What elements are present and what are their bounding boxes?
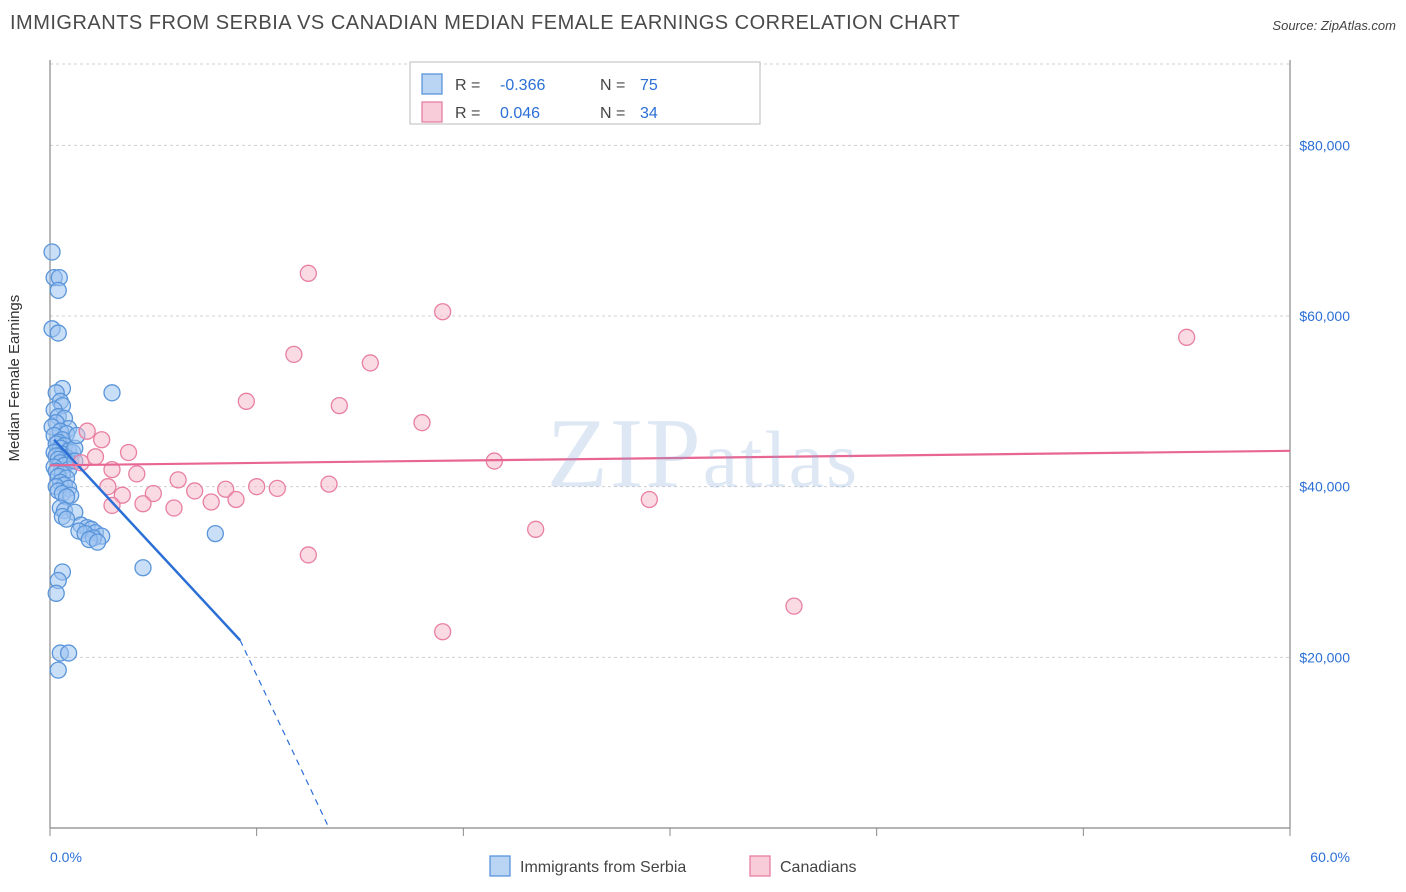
source-value: ZipAtlas.com xyxy=(1321,18,1396,33)
scatter-chart: $20,000 $40,000 $60,000 $80,000 0.0% 60.0% R =… xyxy=(0,48,1406,892)
data-point-canadians xyxy=(331,398,347,414)
data-point-canadians xyxy=(135,496,151,512)
y-axis-label: Median Female Earnings xyxy=(6,295,23,462)
data-point-canadians xyxy=(300,265,316,281)
data-point-canadians xyxy=(1179,329,1195,345)
data-point-serbia xyxy=(61,645,77,661)
trend-line-dashed-serbia xyxy=(240,640,329,828)
data-point-canadians xyxy=(286,346,302,362)
legend-n-value-canadians: 34 xyxy=(640,105,658,122)
data-point-canadians xyxy=(166,500,182,516)
data-point-canadians xyxy=(170,472,186,488)
trend-line-canadians xyxy=(50,451,1290,466)
bottom-legend-swatch-serbia xyxy=(490,856,510,876)
legend-swatch-canadians xyxy=(422,102,442,122)
data-point-canadians xyxy=(79,423,95,439)
data-point-canadians xyxy=(435,624,451,640)
data-point-canadians xyxy=(228,491,244,507)
data-point-canadians xyxy=(435,304,451,320)
data-point-canadians xyxy=(87,449,103,465)
data-point-serbia xyxy=(207,526,223,542)
x-tick-label: 60.0% xyxy=(1310,849,1350,865)
source-label: Source: xyxy=(1272,18,1317,33)
y-tick-label: $20,000 xyxy=(1299,649,1350,665)
legend-r-value-serbia: -0.366 xyxy=(500,77,545,94)
bottom-legend-label-serbia: Immigrants from Serbia xyxy=(520,859,686,876)
data-point-canadians xyxy=(528,521,544,537)
legend-r-label: R = xyxy=(455,77,480,94)
legend-n-label: N = xyxy=(600,105,625,122)
data-point-serbia xyxy=(44,244,60,260)
data-point-serbia xyxy=(50,282,66,298)
data-point-canadians xyxy=(94,432,110,448)
legend-swatch-serbia xyxy=(422,74,442,94)
data-point-serbia xyxy=(50,662,66,678)
data-point-canadians xyxy=(641,491,657,507)
data-point-serbia xyxy=(59,511,75,527)
y-tick-label: $80,000 xyxy=(1299,137,1350,153)
data-point-canadians xyxy=(249,479,265,495)
data-point-canadians xyxy=(187,483,203,499)
data-point-canadians xyxy=(414,415,430,431)
bottom-legend-label-canadians: Canadians xyxy=(780,859,857,876)
chart-title: IMMIGRANTS FROM SERBIA VS CANADIAN MEDIA… xyxy=(10,12,960,35)
legend-r-label: R = xyxy=(455,105,480,122)
data-point-canadians xyxy=(129,466,145,482)
data-point-serbia xyxy=(90,534,106,550)
legend-n-label: N = xyxy=(600,77,625,94)
data-point-serbia xyxy=(104,385,120,401)
y-tick-label: $40,000 xyxy=(1299,479,1350,495)
chart-area: Median Female Earnings ZIPatlas $20,000$… xyxy=(0,48,1406,892)
bottom-legend-swatch-canadians xyxy=(750,856,770,876)
legend-n-value-serbia: 75 xyxy=(640,77,658,94)
data-point-canadians xyxy=(104,497,120,513)
data-point-canadians xyxy=(786,598,802,614)
data-point-serbia xyxy=(135,560,151,576)
data-point-serbia xyxy=(48,585,64,601)
data-point-canadians xyxy=(321,476,337,492)
data-point-canadians xyxy=(300,547,316,563)
x-tick-label: 0.0% xyxy=(50,849,82,865)
y-tick-label: $60,000 xyxy=(1299,308,1350,324)
data-point-canadians xyxy=(203,494,219,510)
data-point-canadians xyxy=(362,355,378,371)
data-point-canadians xyxy=(269,480,285,496)
source-attribution: Source: ZipAtlas.com xyxy=(1272,18,1396,33)
data-point-serbia xyxy=(50,325,66,341)
data-point-canadians xyxy=(121,445,137,461)
data-point-canadians xyxy=(238,393,254,409)
legend-r-value-canadians: 0.046 xyxy=(500,105,540,122)
